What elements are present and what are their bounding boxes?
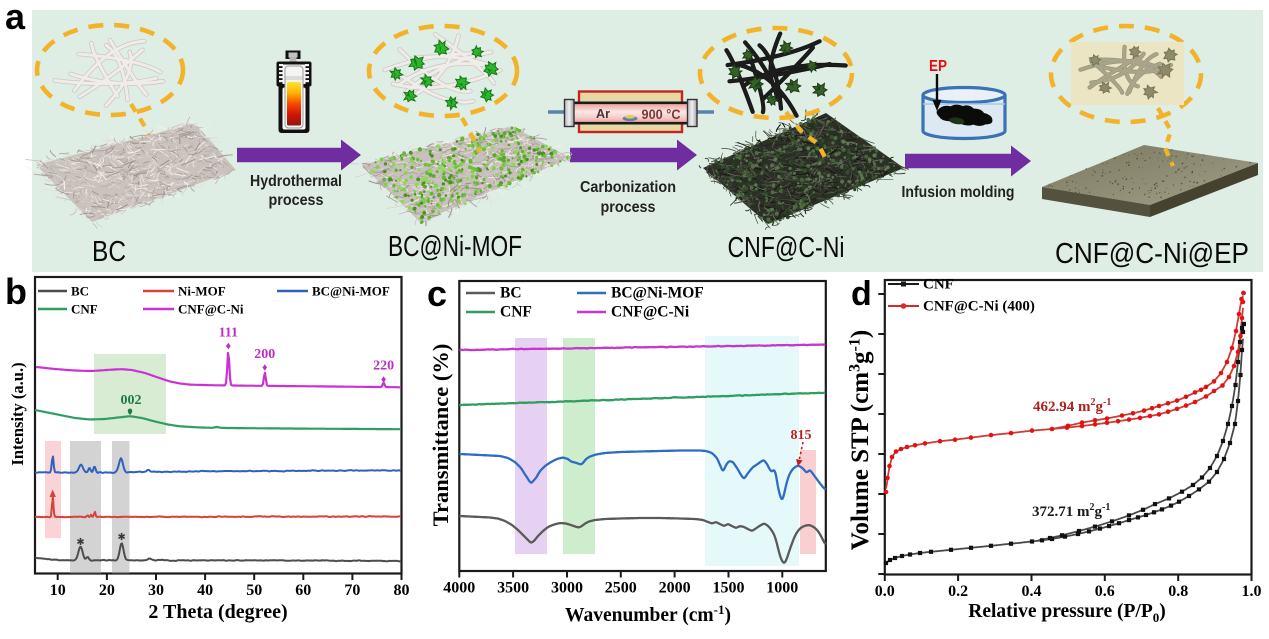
svg-text:0.0: 0.0 [875, 583, 895, 600]
svg-text:EP: EP [929, 58, 947, 75]
svg-text:b: b [5, 271, 27, 312]
svg-text:CNF: CNF [71, 302, 98, 317]
svg-text:2 Theta (degree): 2 Theta (degree) [148, 601, 287, 623]
svg-text:111: 111 [219, 326, 238, 341]
svg-text:Transmittance (%): Transmittance (%) [428, 344, 453, 527]
svg-text:200: 200 [254, 347, 275, 362]
svg-text:BC@Ni-MOF: BC@Ni-MOF [312, 284, 390, 299]
svg-text:Carbonization: Carbonization [580, 179, 676, 196]
svg-text:220: 220 [373, 359, 394, 374]
svg-text:40: 40 [197, 582, 213, 599]
svg-text:0.8: 0.8 [1168, 583, 1188, 600]
svg-text:CNF@C-Ni: CNF@C-Ni [178, 302, 244, 317]
svg-text:002: 002 [121, 393, 142, 408]
svg-text:30: 30 [148, 582, 164, 599]
svg-text:CNF: CNF [923, 277, 954, 293]
svg-text:CNF@C-Ni (400): CNF@C-Ni (400) [923, 299, 1035, 315]
svg-text:process: process [601, 199, 656, 216]
svg-text:2000: 2000 [659, 580, 691, 597]
svg-text:BC@Ni-MOF: BC@Ni-MOF [388, 231, 522, 263]
svg-text:20: 20 [99, 582, 115, 599]
svg-text:4000: 4000 [443, 580, 475, 597]
svg-text:70: 70 [344, 582, 360, 599]
svg-text:Relative pressure (P/P0): Relative pressure (P/P0) [968, 601, 1166, 625]
svg-text:3500: 3500 [497, 580, 529, 597]
svg-text:c: c [427, 273, 447, 314]
svg-text:1000: 1000 [766, 580, 798, 597]
svg-text:BC: BC [71, 284, 89, 299]
svg-text:1500: 1500 [713, 580, 745, 597]
svg-text:60: 60 [295, 582, 311, 599]
svg-text:1.0: 1.0 [1242, 583, 1262, 600]
svg-text:Hydrothermal: Hydrothermal [250, 173, 342, 190]
svg-text:d: d [851, 275, 872, 313]
svg-text:Volume STP (cm3g-1): Volume STP (cm3g-1) [847, 330, 875, 550]
svg-text:10: 10 [50, 582, 66, 599]
svg-text:CNF@C-Ni@EP: CNF@C-Ni@EP [1055, 238, 1249, 270]
svg-text:Ni-MOF: Ni-MOF [178, 284, 226, 299]
svg-text:process: process [269, 192, 324, 209]
svg-text:900 °C: 900 °C [642, 106, 681, 122]
svg-text:CNF@C-Ni: CNF@C-Ni [611, 304, 690, 321]
svg-text:a: a [5, 0, 26, 37]
svg-text:2500: 2500 [605, 580, 637, 597]
svg-text:BC: BC [92, 236, 126, 268]
svg-text:Ar: Ar [596, 106, 610, 121]
svg-text:CNF@C-Ni: CNF@C-Ni [728, 232, 845, 264]
svg-text:0.6: 0.6 [1095, 583, 1115, 600]
svg-text:50: 50 [246, 582, 262, 599]
svg-text:CNF: CNF [500, 304, 532, 321]
svg-text:BC@Ni-MOF: BC@Ni-MOF [611, 285, 704, 302]
svg-text:372.71 m2g-1: 372.71 m2g-1 [1032, 502, 1110, 520]
svg-text:Intensity (a.u.): Intensity (a.u.) [8, 362, 27, 465]
svg-text:Infusion molding: Infusion molding [902, 184, 1015, 201]
svg-text:0.4: 0.4 [1022, 583, 1042, 600]
svg-text:3000: 3000 [551, 580, 583, 597]
svg-text:462.94 m2g-1: 462.94 m2g-1 [1033, 397, 1111, 415]
svg-text:80: 80 [394, 582, 410, 599]
svg-text:0.2: 0.2 [948, 583, 968, 600]
svg-text:Wavenumber (cm-1): Wavenumber (cm-1) [565, 602, 731, 626]
svg-text:815: 815 [791, 428, 812, 443]
svg-text:BC: BC [500, 285, 522, 302]
